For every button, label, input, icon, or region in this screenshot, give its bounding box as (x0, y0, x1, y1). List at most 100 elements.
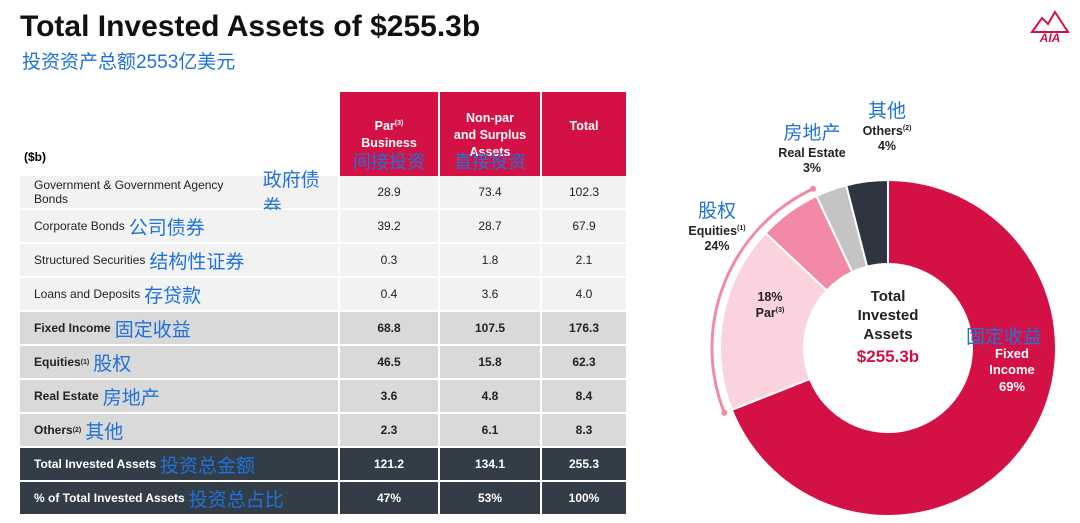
slice-annotation: 房地产 (783, 123, 841, 144)
table-cell: 107.5 (440, 312, 540, 344)
center-text: Total Invested Assets (857, 288, 919, 343)
row-annotation: 存贷款 (144, 285, 202, 307)
slice-sup: (2) (902, 124, 912, 132)
donut-slice (719, 231, 829, 412)
table-cell: 28.7 (440, 210, 540, 242)
row-annotation: 股权 (93, 353, 132, 375)
row-annotation: 固定收益 (114, 319, 191, 341)
slice-value: 18% (757, 290, 783, 304)
header-annotation: 直接投资 (454, 152, 526, 172)
equities-annotation: 股权 (697, 201, 736, 222)
row-annotation: 公司债券 (128, 217, 205, 239)
table-cell: 134.1 (440, 448, 540, 480)
table-cell: 2.3 (340, 414, 438, 446)
header-annotation: 间接投资 (353, 152, 425, 172)
slice-name-text: Par (755, 305, 776, 320)
table-cell: 67.9 (542, 210, 626, 242)
slice-label: Fixed Income 69% (980, 346, 1044, 395)
table-cell: 1.8 (440, 244, 540, 276)
row-sup: (1) (80, 358, 90, 366)
table-cell: 47% (340, 482, 438, 514)
row-annotation: 结构性证券 (149, 251, 245, 273)
title: Total Invested Assets of $255.3b (20, 10, 481, 43)
column-header: Non-par and Surplus Assets (440, 92, 540, 176)
row-label-text: Loans and Deposits (34, 287, 141, 301)
row-label-text: Corporate Bonds (34, 219, 125, 233)
header-line: and Surplus (440, 127, 540, 144)
slice-annotation: 其他 (867, 101, 906, 122)
row-label-text: Real Estate (34, 389, 99, 403)
row-annotation: 投资总占比 (188, 489, 284, 511)
table-cell: 4.8 (440, 380, 540, 412)
row-label: Total Invested Assets 投资总金额 (20, 448, 338, 480)
row-label: Real Estate 房地产 (20, 380, 338, 412)
table-cell: 0.3 (340, 244, 438, 276)
slice-name: Real Estate (770, 146, 854, 162)
table-cell: 73.4 (440, 176, 540, 208)
slice-sup: (3) (775, 306, 785, 314)
table-cell: 28.9 (340, 176, 438, 208)
row-annotation: 其他 (85, 421, 124, 443)
header-text: and Surplus (453, 127, 527, 142)
row-sup: (2) (72, 426, 82, 434)
header-line: Total (542, 118, 626, 135)
table-cell: 6.1 (440, 414, 540, 446)
table-cell: 39.2 (340, 210, 438, 242)
table-cell: 46.5 (340, 346, 438, 378)
column-header: Par(3) Business (340, 92, 438, 176)
row-label: % of Total Invested Assets 投资总占比 (20, 482, 338, 514)
equities-name: Equities(1) (672, 224, 762, 240)
table-cell: 62.3 (542, 346, 626, 378)
row-annotation: 房地产 (102, 387, 160, 409)
row-label-text: Equities (34, 355, 81, 369)
equities-label: 股权 Equities(1) 24% (672, 200, 762, 255)
table-cell: 100% (542, 482, 626, 514)
column-header: Total (542, 92, 626, 176)
bracket-end (721, 409, 728, 416)
slice-name-text: Real Estate (778, 145, 846, 160)
table-cell: 2.1 (542, 244, 626, 276)
unit-label: ($b) (24, 150, 46, 164)
row-label: Fixed Income 固定收益 (20, 312, 338, 344)
table-cell: 3.6 (440, 278, 540, 310)
slice-name: Others(2) (852, 124, 922, 140)
header-line: Par(3) (340, 118, 438, 135)
row-label: Corporate Bonds 公司债券 (20, 210, 338, 242)
header-line: Non-par (440, 110, 540, 127)
equities-value: 24% (704, 239, 730, 254)
table-cell: 0.4 (340, 278, 438, 310)
table-cell: 15.8 (440, 346, 540, 378)
row-label-text: Structured Securities (34, 253, 146, 267)
equities-bracket (710, 187, 814, 414)
row-annotation: 投资总金额 (160, 455, 256, 477)
header-text: Assets (469, 144, 511, 159)
slice-label: 其他 Others(2) 4% (852, 100, 922, 155)
slice-name: Par(3) (740, 306, 800, 322)
header-line: Assets (440, 144, 540, 161)
table-cell: 53% (440, 482, 540, 514)
subtitle: 投资资产总额2553亿美元 (22, 52, 236, 73)
row-label-text: Fixed Income (34, 321, 111, 335)
donut-slice (730, 178, 1057, 517)
row-label-text: Others (34, 423, 73, 437)
logo: AIA (1030, 10, 1070, 45)
center-label: Total Invested Assets $255.3b (828, 288, 948, 368)
slice-label: 房地产 Real Estate 3% (770, 122, 854, 177)
header-text: Non-par (466, 111, 514, 125)
logo-mark (1030, 10, 1070, 33)
slice-value: 4% (877, 139, 897, 154)
row-label: Others (2) 其他 (20, 414, 338, 446)
header-sup: (3) (394, 119, 404, 127)
table-cell: 176.3 (542, 312, 626, 344)
table-cell: 3.6 (340, 380, 438, 412)
row-label: Structured Securities 结构性证券 (20, 244, 338, 276)
row-label: Equities (1) 股权 (20, 346, 338, 378)
equities-sup: (1) (737, 224, 746, 232)
table-cell: 4.0 (542, 278, 626, 310)
row-label-text: Government & Government Agency Bonds (34, 178, 224, 206)
table-cell: 68.8 (340, 312, 438, 344)
table-cell: 255.3 (542, 448, 626, 480)
donut-slice (845, 178, 889, 268)
